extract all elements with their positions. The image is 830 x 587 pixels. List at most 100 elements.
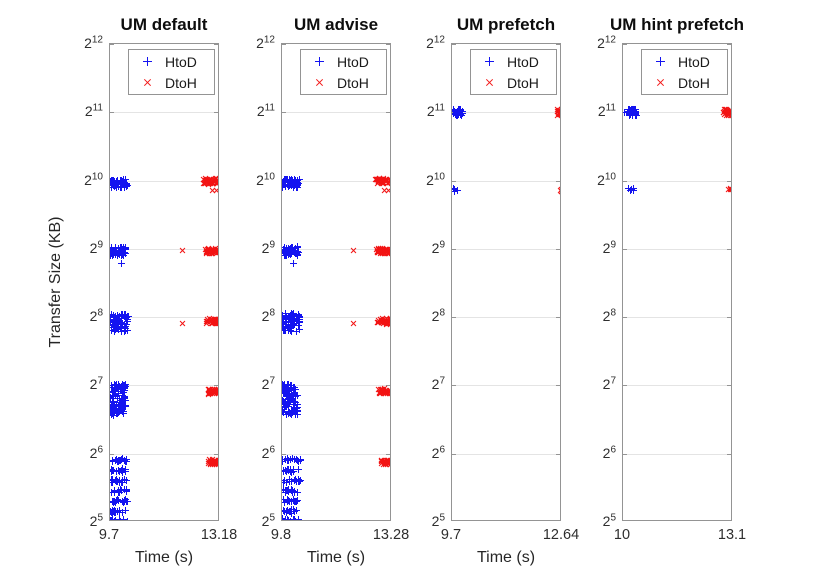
data-point-htod (283, 506, 291, 514)
data-point-htod (282, 324, 289, 332)
legend-marker-cell (129, 57, 165, 66)
data-point-htod (118, 385, 126, 393)
legend-item-htod: HtoD (642, 51, 727, 72)
data-point-htod (295, 457, 303, 465)
y-tick-label-2pow5: 25 (602, 512, 616, 529)
plot-area-um-advise (281, 43, 391, 521)
gridline-2pow9 (110, 248, 218, 250)
data-point-htod (122, 183, 130, 190)
data-point-htod (282, 496, 287, 504)
data-point-htod (291, 386, 299, 393)
data-point-htod (121, 467, 129, 475)
data-point-htod (110, 466, 116, 474)
gridline-2pow10 (623, 180, 731, 182)
data-point-htod (110, 397, 118, 405)
ytick-mark-left (452, 385, 456, 387)
data-point-htod (286, 251, 294, 259)
data-point-htod (629, 106, 637, 114)
y-tick-label-2pow9: 29 (261, 239, 275, 256)
data-point-htod (121, 457, 129, 465)
data-point-htod (296, 476, 304, 484)
data-point-htod (113, 458, 121, 466)
data-point-htod (110, 515, 116, 520)
data-point-dtoh (348, 246, 358, 256)
data-point-htod (116, 383, 124, 391)
data-point-htod (287, 478, 295, 486)
data-point-htod (111, 497, 118, 505)
data-point-htod (120, 517, 127, 520)
data-point-htod (115, 489, 123, 497)
y-tick-label-2pow8: 28 (602, 307, 616, 325)
data-point-htod (282, 509, 290, 517)
ytick-mark-left (452, 453, 456, 455)
ytick-mark-left (282, 112, 286, 114)
data-point-htod (112, 243, 120, 251)
data-point-htod (110, 395, 117, 402)
data-point-htod (122, 496, 129, 504)
data-point-htod (289, 246, 297, 254)
y-tick-label-2pow5: 25 (431, 512, 445, 529)
data-point-htod (625, 111, 633, 119)
ytick-mark-right (556, 180, 560, 182)
data-point-htod (119, 395, 126, 403)
data-point-htod (285, 326, 293, 334)
data-point-htod (284, 183, 292, 191)
data-point-htod (122, 320, 130, 328)
data-point-htod (623, 108, 628, 116)
data-point-htod (285, 399, 293, 407)
y-tick-label-2pow11: 211 (426, 102, 445, 120)
data-point-htod (110, 467, 118, 475)
cross-marker-icon (483, 76, 496, 89)
data-point-htod (110, 183, 115, 191)
data-point-htod (287, 245, 295, 253)
data-point-htod (122, 507, 130, 515)
gridline-2pow9 (623, 248, 731, 250)
data-point-htod (290, 397, 298, 405)
legend-label: HtoD (337, 53, 369, 70)
data-point-htod (124, 313, 132, 321)
data-point-htod (118, 465, 126, 473)
data-point-htod (120, 407, 128, 415)
data-point-htod (112, 517, 119, 520)
data-point-htod (282, 403, 289, 411)
data-point-htod (110, 386, 118, 394)
data-point-htod (119, 509, 127, 517)
data-point-htod (291, 249, 299, 257)
gridline-2pow7 (110, 385, 218, 387)
data-point-htod (288, 395, 296, 403)
y-tick-label-2pow9: 29 (89, 239, 103, 256)
data-point-htod (289, 488, 297, 496)
y-tick-label-2pow12: 212 (426, 34, 445, 51)
data-point-htod (118, 467, 126, 475)
data-point-htod (115, 408, 123, 416)
x-axis-label-um-advise: Time (s) (306, 549, 366, 566)
data-point-htod (289, 506, 297, 514)
ytick-mark-left (452, 44, 456, 45)
legend-item-dtoh: DtoH (301, 72, 386, 93)
data-point-htod (115, 478, 123, 486)
data-point-htod (121, 183, 129, 191)
data-point-htod (120, 180, 128, 188)
data-point-htod (110, 251, 117, 259)
data-point-htod (284, 488, 292, 496)
data-point-htod (116, 517, 123, 520)
y-tick-label-2pow11: 211 (84, 102, 103, 120)
data-point-htod (121, 315, 129, 323)
legend-um-prefetch: HtoD DtoH (470, 49, 557, 95)
data-point-htod (110, 410, 116, 418)
data-point-htod (290, 310, 298, 318)
y-tick-label-2pow12: 212 (597, 34, 616, 51)
data-point-htod (290, 465, 297, 473)
cross-marker-icon (141, 76, 154, 89)
data-point-htod (294, 182, 302, 189)
data-point-htod (283, 465, 291, 473)
data-point-htod (124, 327, 132, 335)
data-point-htod (633, 112, 640, 119)
legend-label: HtoD (165, 53, 197, 70)
data-point-htod (284, 388, 292, 396)
data-point-htod (288, 468, 296, 476)
data-point-htod (112, 391, 120, 399)
data-point-htod (282, 324, 288, 332)
data-point-htod (295, 475, 302, 483)
data-point-htod (113, 325, 121, 333)
